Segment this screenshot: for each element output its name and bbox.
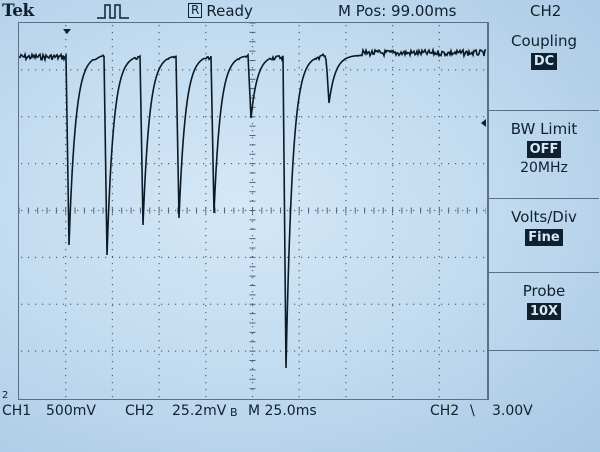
ch2-ground-marker: 2 xyxy=(2,390,9,401)
bandwidth-limit-marker: B xyxy=(230,406,238,419)
ch1-scale: 500mV xyxy=(46,403,96,419)
volts-div-value: Fine xyxy=(525,229,563,246)
bw-limit-value: OFF xyxy=(526,141,562,158)
menu-probe[interactable]: Probe 10X xyxy=(489,272,599,351)
trigger-pulse-icon xyxy=(97,4,129,19)
waveform-display xyxy=(18,22,488,400)
horizontal-position-readout: M Pos: 99.00ms xyxy=(338,2,457,20)
brand-logo: Tek xyxy=(2,1,34,21)
channel-menu-panel: Coupling DC BW Limit OFF 20MHz Volts/Div… xyxy=(488,22,599,400)
menu-channel-title: CH2 xyxy=(530,2,562,20)
ch2-waveform-trace xyxy=(19,46,486,369)
graticule-and-trace xyxy=(19,23,486,398)
menu-bw-limit[interactable]: BW Limit OFF 20MHz xyxy=(489,110,599,199)
trigger-level: 3.00V xyxy=(492,403,533,419)
trigger-level-marker xyxy=(481,119,486,127)
volts-div-label: Volts/Div xyxy=(511,208,577,226)
trigger-position-marker xyxy=(63,29,71,34)
bottom-status-bar: CH1 500mV CH2 25.2mV B M 25.0ms CH2 \ 3.… xyxy=(0,402,600,424)
top-status-bar: Tek R Ready M Pos: 99.00ms CH2 xyxy=(0,0,600,24)
menu-coupling[interactable]: Coupling DC xyxy=(489,22,599,111)
coupling-label: Coupling xyxy=(510,32,578,50)
ch2-scale: 25.2mV xyxy=(172,403,227,419)
ch2-label: CH2 xyxy=(125,403,155,419)
acquisition-status: R Ready xyxy=(188,2,253,20)
probe-value: 10X xyxy=(526,303,562,320)
coupling-value: DC xyxy=(530,53,558,70)
run-state-box: R xyxy=(188,3,203,18)
probe-label: Probe xyxy=(522,282,566,300)
status-text: Ready xyxy=(206,2,253,20)
graticule-grid xyxy=(19,23,486,398)
ch1-label: CH1 xyxy=(2,403,32,419)
timebase-readout: M 25.0ms xyxy=(248,403,317,419)
trigger-slope-icon: \ xyxy=(470,403,475,419)
bw-limit-label: BW Limit xyxy=(510,120,578,138)
trigger-channel: CH2 xyxy=(430,403,460,419)
menu-volts-div[interactable]: Volts/Div Fine xyxy=(489,198,599,273)
bw-limit-frequency: 20MHz xyxy=(520,160,568,176)
